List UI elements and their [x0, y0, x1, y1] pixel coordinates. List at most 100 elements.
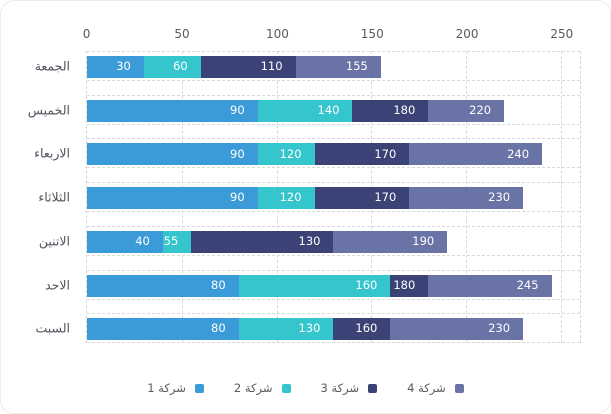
- bar-segment[interactable]: 90: [87, 187, 258, 210]
- stacked-bar: 30 60 110 155: [87, 56, 381, 78]
- bar-segment[interactable]: 60: [143, 56, 201, 78]
- stacked-bar: 90 120 170 240: [87, 143, 543, 166]
- bar-segment-label: 55: [163, 234, 179, 249]
- legend-marker-icon: [281, 383, 291, 393]
- bar-segment-label: 220: [469, 102, 492, 117]
- bar-segment[interactable]: 90: [87, 143, 258, 166]
- bar-row-track: 80 160 180 245: [87, 269, 580, 300]
- bar-segment-label: 170: [374, 190, 397, 205]
- bar-segment-label: 130: [298, 321, 321, 336]
- bar-segment[interactable]: 230: [409, 187, 524, 210]
- bar-segment-label: 90: [230, 190, 245, 205]
- bar-segment-label: 80: [211, 277, 226, 292]
- stacked-bar: 90 140 180 220: [87, 99, 505, 122]
- y-axis: الجمعة الخميس الاربعاء الثلاثاء الاتنين الاحد…: [1, 51, 79, 343]
- y-category-label: الخميس: [27, 102, 70, 118]
- stacked-bar: 90 120 170 230: [87, 187, 524, 210]
- bar-segment-label: 240: [507, 146, 530, 161]
- bar-segment-label: 190: [412, 234, 435, 249]
- legend: شركة 1 شركة 2 شركة 3 شركة 4: [1, 381, 610, 395]
- y-category-label: الاتنين: [38, 233, 70, 249]
- bar-row-track: 90 140 180 220: [87, 94, 580, 125]
- bar-segment[interactable]: 170: [314, 187, 410, 210]
- bar-segment[interactable]: 140: [257, 99, 353, 122]
- y-category-label: الثلاثاء: [38, 189, 70, 205]
- bar-segment-label: 30: [116, 59, 131, 74]
- bar-segment[interactable]: 220: [428, 99, 505, 122]
- legend-item-label: شركة 3: [320, 381, 360, 395]
- bar-segment[interactable]: 120: [257, 187, 315, 210]
- legend-marker-icon: [194, 383, 204, 393]
- bar-segment-label: 120: [279, 146, 302, 161]
- bar-segment-label: 245: [516, 277, 539, 292]
- bar-segment-label: 230: [488, 190, 511, 205]
- x-axis: 0 50 100 150 200 250: [82, 27, 579, 45]
- x-tick-label: 50: [174, 27, 190, 41]
- bar-segment[interactable]: 80: [87, 274, 239, 297]
- bar-segment[interactable]: 155: [295, 56, 381, 78]
- bar-segment-label: 140: [317, 102, 340, 117]
- bar-segment-label: 160: [355, 321, 378, 336]
- bar-segment[interactable]: 130: [238, 318, 334, 341]
- bar-segment[interactable]: 180: [390, 274, 429, 297]
- bar-segment-label: 40: [135, 234, 150, 249]
- bar-segment-label: 110: [260, 59, 283, 74]
- bar-segment[interactable]: 230: [390, 318, 524, 341]
- x-tick-label: 0: [82, 27, 91, 41]
- bar-segment-label: 180: [393, 277, 416, 292]
- bar-row-track: 90 120 170 230: [87, 182, 580, 213]
- bar-segment[interactable]: 160: [238, 274, 391, 297]
- bar-segment-label: 160: [355, 277, 378, 292]
- legend-item-label: شركة 4: [407, 381, 446, 395]
- bar-segment[interactable]: 80: [87, 318, 239, 341]
- stacked-bar: 80 160 180 245: [87, 274, 552, 297]
- bar-segment[interactable]: 170: [314, 143, 410, 166]
- legend-marker-icon: [454, 383, 464, 393]
- bar-segment-label: 90: [230, 146, 245, 161]
- bar-segment[interactable]: 120: [257, 143, 315, 166]
- bar-segment[interactable]: 55: [162, 230, 192, 253]
- legend-item[interactable]: شركة 3: [321, 381, 378, 395]
- legend-marker-icon: [368, 383, 378, 393]
- legend-item[interactable]: شركة 4: [407, 381, 464, 395]
- legend-item-label: شركة 1: [147, 381, 186, 395]
- bar-segment[interactable]: 180: [352, 99, 429, 122]
- bar-row-track: 30 60 110 155: [87, 51, 580, 81]
- bar-segment[interactable]: 240: [409, 143, 543, 166]
- bar-segment-label: 120: [279, 190, 302, 205]
- legend-item-label: شركة 2: [233, 381, 273, 395]
- x-tick-label: 100: [265, 27, 289, 41]
- bar-segment[interactable]: 130: [191, 230, 334, 253]
- bar-segment[interactable]: 245: [428, 274, 552, 297]
- y-category-label: الجمعة: [34, 58, 70, 74]
- stacked-bar: 40 55 130 190: [87, 230, 448, 253]
- x-tick-label: 250: [550, 27, 574, 41]
- y-category-label: السبت: [35, 320, 70, 336]
- bar-row-track: 90 120 170 240: [87, 138, 580, 169]
- bar-segment-label: 230: [488, 321, 511, 336]
- bar-segment[interactable]: 190: [333, 230, 448, 253]
- bar-segment-label: 155: [345, 59, 368, 74]
- bar-segment[interactable]: 90: [87, 99, 258, 122]
- x-tick-label: 150: [360, 27, 384, 41]
- y-category-label: الاحد: [45, 277, 70, 292]
- bar-segment-label: 130: [298, 234, 321, 249]
- x-tick-label: 200: [455, 27, 479, 41]
- stacked-bar: 80 130 160 230: [87, 318, 524, 341]
- legend-item[interactable]: شركة 2: [234, 381, 291, 395]
- bar-segment-label: 80: [211, 321, 226, 336]
- bar-segment-label: 180: [393, 102, 416, 117]
- bar-row-track: 40 55 130 190: [87, 225, 580, 256]
- bar-segment[interactable]: 110: [200, 56, 296, 78]
- bar-segment-label: 90: [230, 102, 245, 117]
- x-gridline: [561, 51, 563, 343]
- bar-segment[interactable]: 160: [333, 318, 391, 341]
- bar-segment-label: 60: [173, 59, 188, 74]
- plot-area: 30 60 110 155 90 140 180 220 90 120 170 240 90 120 170…: [86, 51, 581, 344]
- legend-item[interactable]: شركة 1: [147, 381, 204, 395]
- y-category-label: الاربعاء: [34, 145, 70, 161]
- bar-row-track: 80 130 160 230: [87, 313, 580, 344]
- bar-segment[interactable]: 30: [87, 56, 144, 78]
- bar-segment[interactable]: 40: [87, 230, 163, 253]
